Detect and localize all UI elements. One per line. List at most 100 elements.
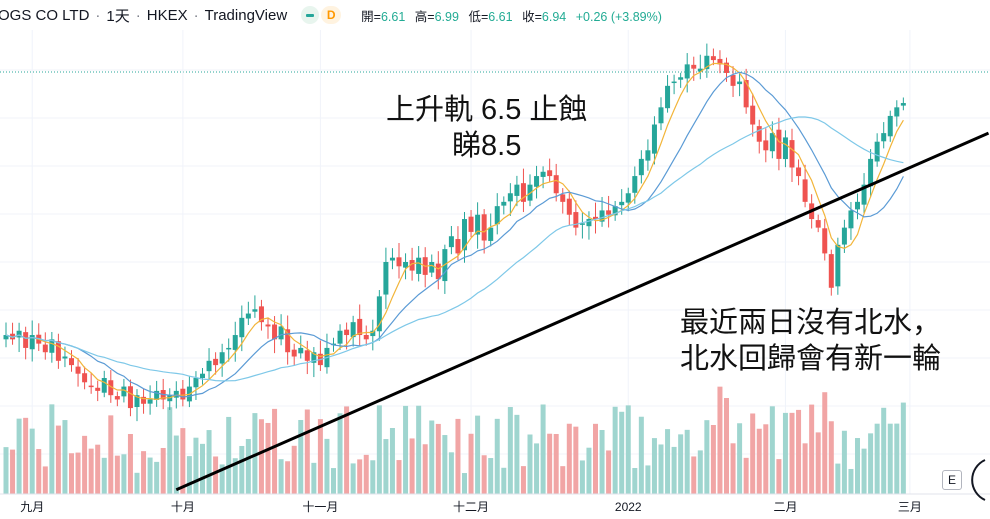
volume-bar bbox=[448, 452, 454, 494]
candle-body bbox=[651, 124, 657, 154]
volume-bar bbox=[42, 466, 48, 494]
volume-bar bbox=[632, 468, 638, 494]
candle-body bbox=[376, 296, 382, 332]
volume-bar bbox=[665, 429, 671, 494]
volume-bar bbox=[874, 423, 880, 494]
volume-bar bbox=[481, 455, 487, 494]
candle-body bbox=[488, 227, 494, 241]
volume-bar bbox=[370, 460, 376, 494]
candle-body bbox=[632, 176, 638, 193]
volume-bar bbox=[62, 420, 68, 494]
volume-bar bbox=[363, 454, 369, 494]
candle-body bbox=[200, 373, 205, 378]
annotation-line: 上升軌 6.5 止蝕 bbox=[386, 94, 588, 126]
volume-bar bbox=[422, 444, 428, 494]
volume-bar bbox=[468, 433, 474, 494]
volume-bar bbox=[389, 428, 395, 494]
x-axis-label: 三月 bbox=[898, 500, 922, 514]
high-label: 高= bbox=[414, 9, 435, 24]
x-axis-label: 十月 bbox=[171, 500, 195, 514]
volume-bar bbox=[560, 466, 566, 494]
chart-header: OGS CO LTD · 1天 · HKEX · TradingView D 開… bbox=[0, 4, 662, 26]
volume-bar bbox=[357, 459, 363, 494]
candle-body bbox=[874, 141, 880, 162]
volume-bar bbox=[743, 457, 749, 494]
volume-bar bbox=[219, 464, 225, 494]
volume-bar bbox=[527, 434, 533, 494]
candle-body bbox=[265, 324, 271, 327]
volume-bar bbox=[272, 408, 278, 494]
volume-bar bbox=[304, 409, 310, 494]
volume-bar bbox=[494, 418, 500, 494]
volume-bar bbox=[835, 463, 841, 494]
candle-body bbox=[697, 68, 703, 72]
annotation-stoploss[interactable]: 上升軌 6.5 止蝕 睇8.5 bbox=[386, 92, 587, 164]
volume-bar bbox=[520, 466, 526, 494]
volume-bar bbox=[763, 424, 769, 494]
volume-bar bbox=[435, 423, 441, 494]
candle-body bbox=[232, 335, 238, 350]
x-axis-label: 二月 bbox=[773, 500, 797, 514]
candle-body bbox=[848, 210, 854, 229]
scroll-handle[interactable] bbox=[971, 459, 986, 501]
volume-bar bbox=[252, 413, 258, 494]
candle-body bbox=[363, 334, 369, 340]
volume-bar bbox=[750, 413, 756, 494]
volume-bar bbox=[3, 447, 9, 494]
moving-averages bbox=[5, 62, 904, 401]
delayed-badge[interactable]: D bbox=[321, 6, 342, 24]
candle-body bbox=[173, 390, 179, 398]
volume-bar bbox=[593, 423, 598, 494]
volume-bar bbox=[691, 456, 697, 494]
candle-body bbox=[769, 133, 775, 152]
volume-bar bbox=[841, 430, 847, 494]
candle-body bbox=[29, 335, 35, 350]
market-status-icon[interactable] bbox=[301, 6, 320, 24]
candle-body bbox=[737, 81, 743, 85]
candle-body bbox=[724, 62, 729, 73]
volume-bar bbox=[625, 405, 631, 494]
candle-body bbox=[114, 396, 120, 400]
volume-bar bbox=[507, 407, 513, 494]
candle-body bbox=[108, 380, 114, 396]
candle-body bbox=[23, 332, 29, 348]
volume-bar bbox=[710, 425, 716, 494]
volume-bar bbox=[684, 429, 690, 494]
volume-bar bbox=[141, 451, 147, 494]
volume-bar bbox=[55, 425, 61, 494]
volume-bar bbox=[69, 453, 74, 494]
candle-body bbox=[553, 175, 559, 194]
candle-body bbox=[147, 399, 153, 404]
candle-body bbox=[101, 378, 107, 393]
candle-body bbox=[344, 329, 350, 336]
candle-body bbox=[481, 214, 487, 241]
volume-bar bbox=[75, 452, 81, 494]
interval[interactable]: 1天 bbox=[106, 7, 130, 25]
candle-body bbox=[881, 133, 887, 142]
volume-bar bbox=[599, 429, 605, 494]
annotation-northbound[interactable]: 最近兩日沒有北水， 北水回歸會有新一輪 bbox=[680, 305, 941, 377]
symbol-name[interactable]: OGS CO LTD bbox=[0, 6, 90, 24]
volume-bar bbox=[455, 418, 461, 494]
candle-body bbox=[756, 126, 762, 142]
candle-body bbox=[3, 335, 9, 340]
candle-body bbox=[579, 223, 585, 225]
annotation-line: 睇8.5 bbox=[452, 130, 522, 162]
events-button[interactable]: E bbox=[942, 470, 962, 490]
volume-bar bbox=[894, 423, 900, 494]
candle-body bbox=[127, 386, 133, 409]
candle-body bbox=[121, 386, 127, 397]
high-value: 6.99 bbox=[434, 9, 459, 24]
candle-body bbox=[389, 257, 395, 261]
volume-bar bbox=[769, 406, 775, 494]
volume-bar bbox=[396, 460, 402, 494]
x-axis-label: 十一月 bbox=[302, 500, 338, 514]
candle-body bbox=[789, 140, 795, 168]
data-source: TradingView bbox=[204, 6, 288, 24]
trendline[interactable] bbox=[175, 131, 990, 492]
candle-body bbox=[62, 356, 68, 359]
candle-body bbox=[586, 219, 592, 227]
volume-bar bbox=[213, 456, 219, 494]
